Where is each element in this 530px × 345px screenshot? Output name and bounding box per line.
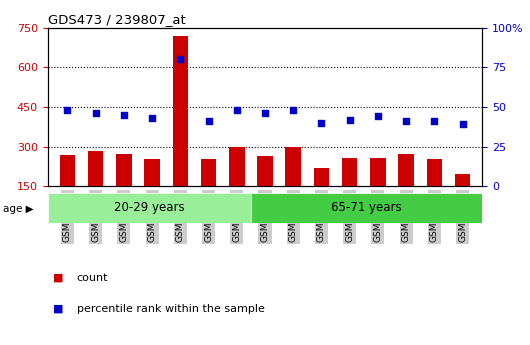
Bar [60, 155, 75, 186]
Bar [48, 193, 251, 223]
Point [205, 118, 213, 124]
Text: 20-29 years: 20-29 years [114, 201, 184, 214]
Bar [201, 158, 216, 186]
Bar [286, 147, 301, 186]
Bar [370, 158, 386, 186]
Text: age ▶: age ▶ [3, 204, 33, 214]
Bar [88, 151, 103, 186]
Point [346, 117, 354, 122]
Bar [144, 158, 160, 186]
Point [63, 107, 72, 113]
Bar [314, 168, 329, 186]
Bar [427, 158, 442, 186]
Point [233, 107, 241, 113]
Point [261, 110, 269, 116]
Point [148, 115, 156, 121]
Bar [173, 36, 188, 186]
Bar [251, 193, 482, 223]
Text: ■: ■ [53, 304, 64, 314]
Point [458, 122, 467, 127]
Point [176, 57, 184, 62]
Point [374, 114, 382, 119]
Point [430, 118, 438, 124]
Point [402, 118, 410, 124]
Point [317, 120, 325, 126]
Text: GDS473 / 239807_at: GDS473 / 239807_at [48, 13, 186, 27]
Bar [342, 158, 357, 186]
Text: count: count [77, 273, 108, 283]
Bar [455, 174, 470, 186]
Text: ■: ■ [53, 273, 64, 283]
Bar [229, 147, 244, 186]
Point [289, 107, 297, 113]
Point [120, 112, 128, 118]
Text: percentile rank within the sample: percentile rank within the sample [77, 304, 264, 314]
Text: 65-71 years: 65-71 years [331, 201, 402, 214]
Bar [257, 156, 273, 186]
Bar [399, 154, 414, 186]
Bar [116, 154, 131, 186]
Point [92, 110, 100, 116]
